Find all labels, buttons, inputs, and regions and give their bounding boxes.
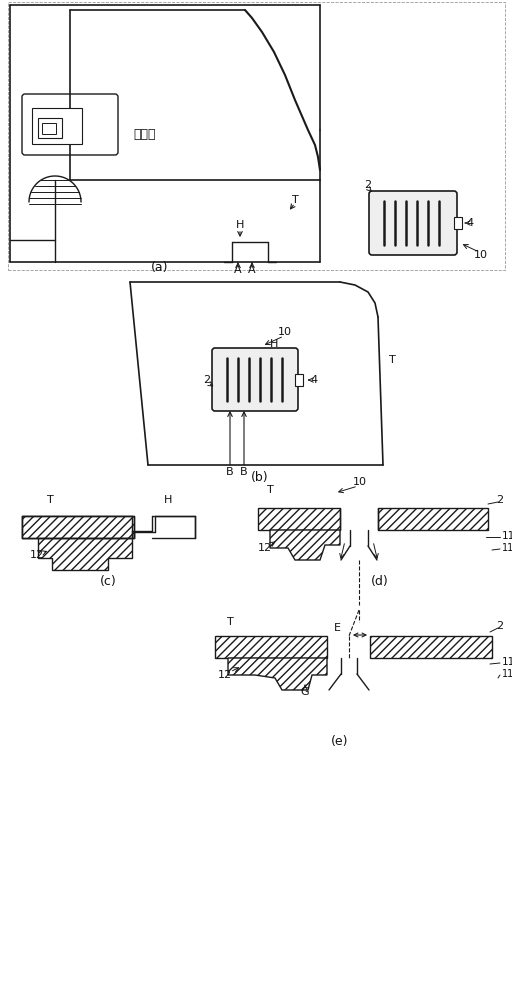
Text: B: B — [240, 467, 248, 477]
Bar — [378, 508, 488, 530]
Bar — [215, 636, 327, 658]
Text: 2: 2 — [497, 495, 504, 505]
Text: 11A: 11A — [502, 543, 512, 553]
Text: 11A: 11A — [502, 669, 512, 679]
Text: 10: 10 — [474, 250, 488, 260]
Bar — [370, 636, 492, 658]
Text: (c): (c) — [100, 576, 116, 588]
Bar — [22, 516, 134, 538]
Text: (a): (a) — [151, 260, 169, 273]
Text: 12: 12 — [258, 543, 272, 553]
Text: 10: 10 — [353, 477, 367, 487]
Text: B: B — [226, 467, 234, 477]
Text: H: H — [164, 495, 172, 505]
Text: A: A — [234, 265, 242, 275]
FancyBboxPatch shape — [212, 348, 298, 411]
Text: 10: 10 — [278, 327, 292, 337]
Text: 2: 2 — [365, 180, 372, 190]
Bar — [38, 118, 62, 138]
Bar — [295, 374, 303, 386]
Text: A: A — [248, 265, 256, 275]
Text: T: T — [292, 195, 298, 205]
FancyBboxPatch shape — [22, 94, 118, 155]
Polygon shape — [38, 538, 132, 570]
Text: 4: 4 — [466, 218, 474, 228]
Text: (e): (e) — [331, 736, 349, 748]
Text: T: T — [47, 495, 53, 505]
Bar — [22, 516, 132, 538]
Bar — [454, 217, 462, 229]
Text: H: H — [270, 339, 279, 349]
Text: G: G — [301, 687, 309, 697]
Text: 12: 12 — [30, 550, 44, 560]
Text: E: E — [333, 623, 340, 633]
Text: 11: 11 — [502, 531, 512, 541]
Text: T: T — [389, 355, 395, 365]
Text: 2: 2 — [203, 375, 210, 385]
Text: 2: 2 — [497, 621, 504, 631]
Text: 4: 4 — [310, 375, 317, 385]
Text: H: H — [236, 220, 244, 230]
Text: (b): (b) — [251, 472, 269, 485]
Text: (d): (d) — [371, 576, 389, 588]
Text: 门饰板: 门饰板 — [134, 128, 156, 141]
FancyBboxPatch shape — [369, 191, 457, 255]
Text: T: T — [227, 617, 233, 627]
Bar — [258, 508, 340, 530]
Bar — [42, 123, 56, 134]
Polygon shape — [270, 530, 340, 560]
Text: 11: 11 — [502, 657, 512, 667]
Bar — [32, 108, 82, 144]
Text: 12: 12 — [218, 670, 232, 680]
Polygon shape — [228, 658, 327, 690]
Text: T: T — [267, 485, 273, 495]
